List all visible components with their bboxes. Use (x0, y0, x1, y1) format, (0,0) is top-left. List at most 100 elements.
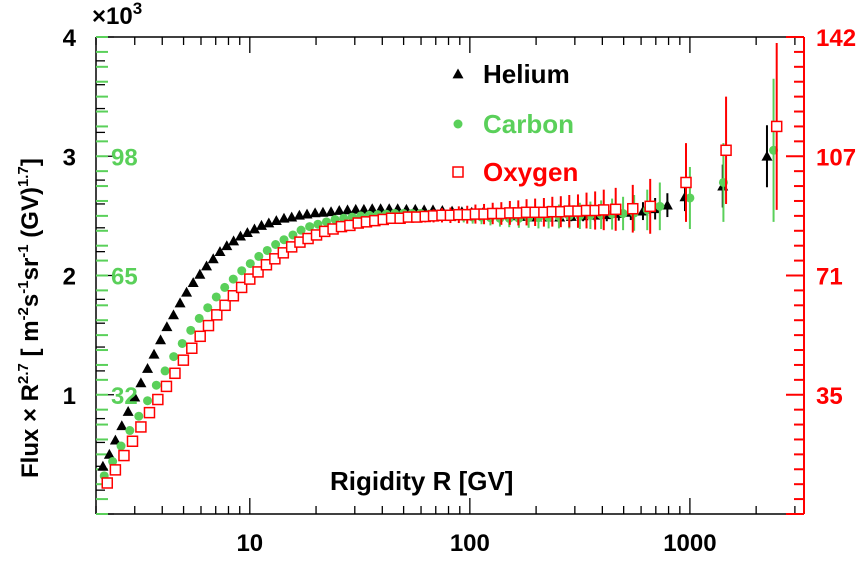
helium-point (194, 268, 206, 279)
helium-point (103, 448, 115, 459)
helium-point (167, 309, 179, 320)
helium-point (358, 203, 370, 214)
helium-point (366, 203, 378, 214)
oxygen-point (126, 435, 139, 448)
helium-point (221, 240, 233, 251)
oxygen-point (598, 204, 610, 216)
helium-point (286, 211, 298, 222)
oxygen-point (169, 367, 181, 380)
carbon-legend-label: Carbon (483, 109, 574, 139)
x-tick-label: 10 (236, 530, 263, 557)
axes-group (95, 36, 805, 515)
helium-point (129, 391, 141, 402)
oxygen-point (211, 309, 223, 321)
helium-point (293, 209, 305, 220)
helium-legend-marker (452, 68, 464, 79)
carbon-point (134, 411, 144, 421)
data-marks (97, 42, 783, 489)
helium-point (333, 205, 345, 215)
oxygen-point (135, 421, 147, 433)
oxygen-legend-marker (452, 166, 464, 178)
carbon-legend-marker (453, 119, 463, 129)
carbon-point (160, 366, 170, 376)
carbon-point (271, 239, 281, 249)
helium-point (201, 260, 213, 271)
oxygen-scale-label: 142 (816, 25, 856, 52)
helium-point (342, 204, 354, 215)
helium-point (317, 206, 329, 217)
helium-point (135, 377, 147, 388)
helium-point (241, 227, 253, 237)
helium-point (207, 253, 219, 264)
helium-point (325, 206, 337, 217)
y-tick-label: 4 (63, 25, 77, 52)
oxygen-point (720, 144, 732, 157)
carbon-point (685, 193, 695, 203)
oxygen-point (186, 342, 198, 354)
oxygen-point (109, 464, 122, 476)
helium-point (181, 286, 193, 297)
y-axis-title: Flux × R2.7 [ m-2s-1sr-1 (GV)1.7] (15, 158, 44, 478)
helium-point (174, 297, 186, 308)
helium-point (248, 223, 260, 234)
oxygen-scale-label: 107 (816, 144, 856, 171)
carbon-scale-label: 65 (111, 264, 138, 291)
oxygen-legend-label: Oxygen (483, 157, 578, 187)
x-axis-title: Rigidity R [GV] (330, 466, 513, 496)
oxygen-point (644, 200, 656, 213)
x-tick-label: 100 (450, 530, 490, 557)
helium-legend-label: Helium (483, 59, 570, 89)
carbon-point (186, 325, 196, 335)
oxygen-scale-label: 35 (816, 383, 843, 410)
oxygen-point (160, 380, 173, 393)
helium-point (278, 212, 290, 223)
oxygen-point (143, 406, 156, 419)
oxygen-point (609, 203, 622, 216)
oxygen-point (269, 253, 281, 265)
oxygen-scale-label: 71 (816, 264, 843, 291)
chart-labels: 10 100 1000 1 2 3 4 32 65 98 35 71 107 142 ×103 Flux × … (15, 0, 856, 557)
oxygen-point (194, 330, 206, 343)
oxygen-point (101, 477, 114, 489)
helium-point (228, 235, 240, 246)
carbon-point (143, 396, 153, 406)
carbon-point (655, 201, 665, 211)
oxygen-point (244, 273, 256, 285)
helium-point (97, 460, 109, 471)
carbon-point (151, 380, 161, 390)
helium-point (187, 277, 199, 288)
oxygen-point (260, 259, 273, 271)
oxygen-point (202, 319, 215, 332)
oxygen-point (118, 449, 130, 462)
helium-point (116, 420, 128, 431)
y-tick-label: 1 (63, 383, 76, 410)
carbon-point (220, 282, 230, 292)
carbon-point (305, 222, 315, 232)
oxygen-point (627, 202, 639, 215)
carbon-point (245, 259, 255, 269)
carbon-point (228, 274, 238, 284)
oxygen-point (235, 281, 248, 294)
helium-point (148, 348, 160, 359)
helium-point (234, 230, 246, 241)
helium-point (214, 246, 226, 257)
oxygen-point (219, 299, 231, 312)
carbon-point (237, 266, 247, 276)
oxygen-point (227, 290, 240, 302)
carbon-scale-label: 32 (111, 383, 138, 410)
carbon-point (169, 352, 179, 362)
oxygen-point (770, 120, 783, 133)
helium-point (661, 199, 673, 210)
helium-point (309, 207, 321, 218)
y-exponent-label: ×103 (92, 0, 142, 30)
carbon-point (254, 251, 264, 261)
legend: Helium Carbon Oxygen (452, 59, 578, 187)
helium-point (142, 363, 154, 373)
oxygen-point (152, 393, 164, 406)
carbon-point (262, 245, 272, 255)
x-tick-label: 1000 (663, 530, 716, 557)
carbon-point (194, 313, 204, 323)
helium-point (155, 334, 167, 345)
helium-point (122, 405, 134, 416)
